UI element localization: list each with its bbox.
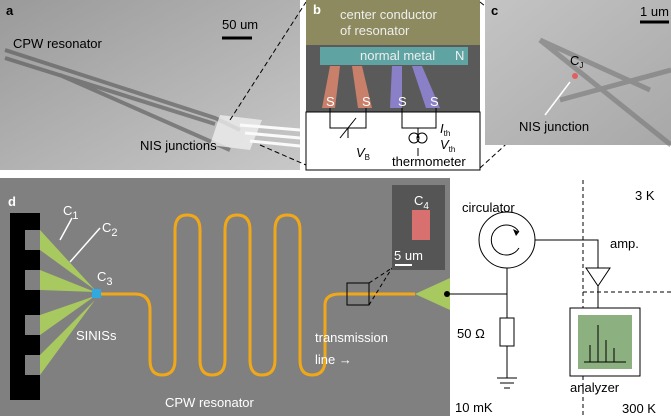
- panel-d: d C1 C2 C3 C4 5 um SINISs CPW resonator …: [0, 178, 450, 416]
- label-part: C: [414, 193, 423, 208]
- panel-b: b center conductor of resonator normal m…: [306, 0, 480, 170]
- label: circulator: [462, 200, 515, 215]
- panel-a: a 50 um CPW resonator NIS junctions: [0, 0, 300, 170]
- label: line →: [315, 352, 352, 367]
- label: center conductor: [340, 7, 438, 22]
- label-part: 1: [72, 210, 78, 222]
- panel-letter: a: [6, 3, 14, 18]
- label: 300 K: [622, 401, 656, 416]
- panel-letter: b: [313, 2, 321, 17]
- label-part: 3: [106, 276, 112, 288]
- panel-letter: c: [491, 3, 498, 18]
- label-part: 2: [111, 227, 117, 239]
- scale-label: 1 um: [640, 4, 669, 19]
- label-part: J: [579, 61, 583, 70]
- label-part: C: [97, 269, 106, 284]
- label-part: C: [570, 53, 579, 68]
- label: thermometer: [392, 154, 466, 169]
- label: S: [362, 94, 371, 109]
- label: NIS junction: [519, 119, 589, 134]
- label: CPW resonator: [165, 395, 255, 410]
- panel-letter: d: [8, 194, 16, 209]
- label-part: B: [365, 153, 370, 162]
- label: 3 K: [635, 188, 655, 203]
- label: SINISs: [76, 328, 117, 343]
- label-part: 4: [423, 201, 429, 212]
- label: of resonator: [340, 23, 410, 38]
- label: 10 mK: [455, 400, 493, 415]
- label: S: [398, 94, 407, 109]
- scale-label: 5 um: [394, 248, 423, 263]
- label: normal metal: [360, 48, 435, 63]
- label-part: th: [449, 145, 456, 154]
- scale-label: 50 um: [222, 17, 258, 32]
- label: N: [455, 48, 464, 63]
- label: CPW resonator: [13, 36, 103, 51]
- panel-c: c 1 um CJ NIS junction: [485, 0, 671, 145]
- label: NIS junctions: [140, 138, 217, 153]
- label: analyzer: [570, 380, 620, 395]
- label-part: C: [102, 220, 111, 235]
- label-part: C: [63, 203, 72, 218]
- circuit: circulator 50 Ω 3 K amp. analyzer 10 mK …: [444, 180, 671, 416]
- label: S: [326, 94, 335, 109]
- label: transmission: [315, 330, 388, 345]
- label: 50 Ω: [457, 326, 485, 341]
- label: amp.: [610, 236, 639, 251]
- figure: a 50 um CPW resonator NIS junctions b ce…: [0, 0, 671, 416]
- label: S: [430, 94, 439, 109]
